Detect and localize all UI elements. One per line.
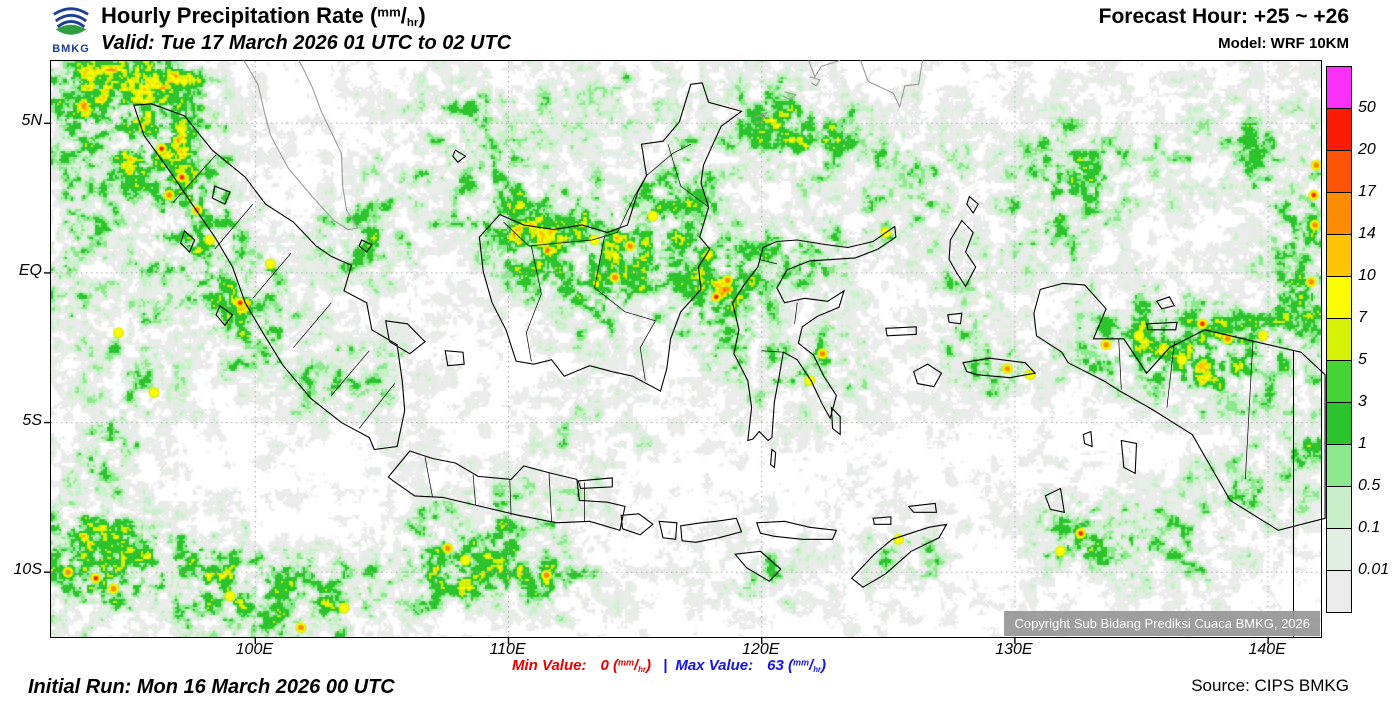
legend-cell	[1326, 318, 1352, 361]
legend-cell	[1326, 66, 1352, 109]
legend-label: 10	[1358, 267, 1376, 284]
max-value: 63	[767, 657, 784, 674]
legend-label: 7	[1358, 309, 1367, 326]
legend-cell	[1326, 486, 1352, 529]
lon-label: 120E	[742, 641, 780, 658]
separator: |	[663, 657, 668, 674]
lat-label: 10S	[13, 561, 42, 579]
model-label: Model: WRF 10KM	[1218, 35, 1349, 52]
source-label: Source: CIPS BMKG	[1191, 676, 1349, 695]
lon-label: 130E	[995, 641, 1033, 658]
page-title: Hourly Precipitation Rate (mm/hr)	[101, 3, 426, 29]
title-text: Hourly Precipitation Rate	[101, 3, 364, 28]
axis-ticks	[44, 122, 1269, 644]
coastlines-overlay	[44, 59, 1326, 644]
legend-label: 20	[1358, 141, 1376, 158]
initial-run-label: Initial Run: Mon 16 March 2026 00 UTC	[28, 676, 395, 698]
legend-label: 14	[1358, 225, 1376, 242]
bmkg-logo-text: BMKG	[52, 43, 90, 55]
lon-label: 100E	[235, 641, 274, 658]
min-value: 0	[600, 657, 609, 674]
legend-cell	[1326, 234, 1352, 277]
legend-cell	[1326, 360, 1352, 403]
legend-cell	[1326, 276, 1352, 319]
min-max-line: Min Value: 0 (mm/hr) | Max Value: 63 (mm/hr…	[512, 657, 826, 674]
indonesia-coastlines	[133, 82, 1326, 588]
graticule-grid	[51, 61, 1321, 637]
map-overlay-svg	[44, 59, 1326, 644]
legend-label: 0.1	[1358, 519, 1381, 536]
legend-label: 5	[1358, 351, 1367, 368]
max-value-label: Max Value:	[675, 657, 754, 674]
legend-label: 3	[1358, 393, 1367, 410]
bmkg-logo-icon	[53, 7, 89, 35]
copyright-note: Copyright Sub Bidang Prediksi Cuaca BMKG…	[1004, 611, 1320, 636]
lon-label: 110E	[489, 641, 526, 658]
valid-time-label: Valid: Tue 17 March 2026 01 UTC to 02 UT…	[101, 32, 512, 54]
legend-cell	[1326, 528, 1352, 571]
legend-cell	[1326, 150, 1352, 193]
lat-label: 5N	[21, 112, 42, 130]
max-value-group: | Max Value: 63 (mm/hr)	[655, 657, 826, 674]
legend-label: 50	[1358, 99, 1376, 116]
legend-cell	[1326, 192, 1352, 235]
foreign-coastlines	[243, 59, 924, 231]
legend-label: 0.01	[1358, 561, 1390, 578]
legend-cell	[1326, 402, 1352, 445]
legend-label: 17	[1358, 183, 1376, 200]
max-unit: (mm/hr)	[788, 657, 827, 674]
color-legend	[1326, 66, 1352, 613]
lat-label: 5S	[22, 411, 42, 429]
unit-mm-hr: (mm/hr)	[369, 3, 426, 29]
province-borders	[172, 143, 1254, 522]
legend-label: 1	[1358, 435, 1367, 452]
map-area: Copyright Sub Bidang Prediksi Cuaca BMKG…	[44, 59, 1326, 644]
bmkg-logo: BMKG	[44, 2, 98, 55]
legend-cell	[1326, 570, 1352, 613]
min-value-group: Min Value: 0 (mm/hr)	[512, 657, 655, 674]
min-value-label: Min Value:	[512, 657, 587, 674]
forecast-hour-label: Forecast Hour: +25 ~ +26	[1098, 5, 1349, 28]
legend-label: 0.5	[1358, 477, 1381, 494]
lon-label: 140E	[1248, 641, 1286, 658]
min-unit: (mm/hr)	[612, 657, 651, 674]
legend-cell	[1326, 444, 1352, 487]
lat-label: EQ	[18, 261, 42, 279]
legend-cell	[1326, 108, 1352, 151]
